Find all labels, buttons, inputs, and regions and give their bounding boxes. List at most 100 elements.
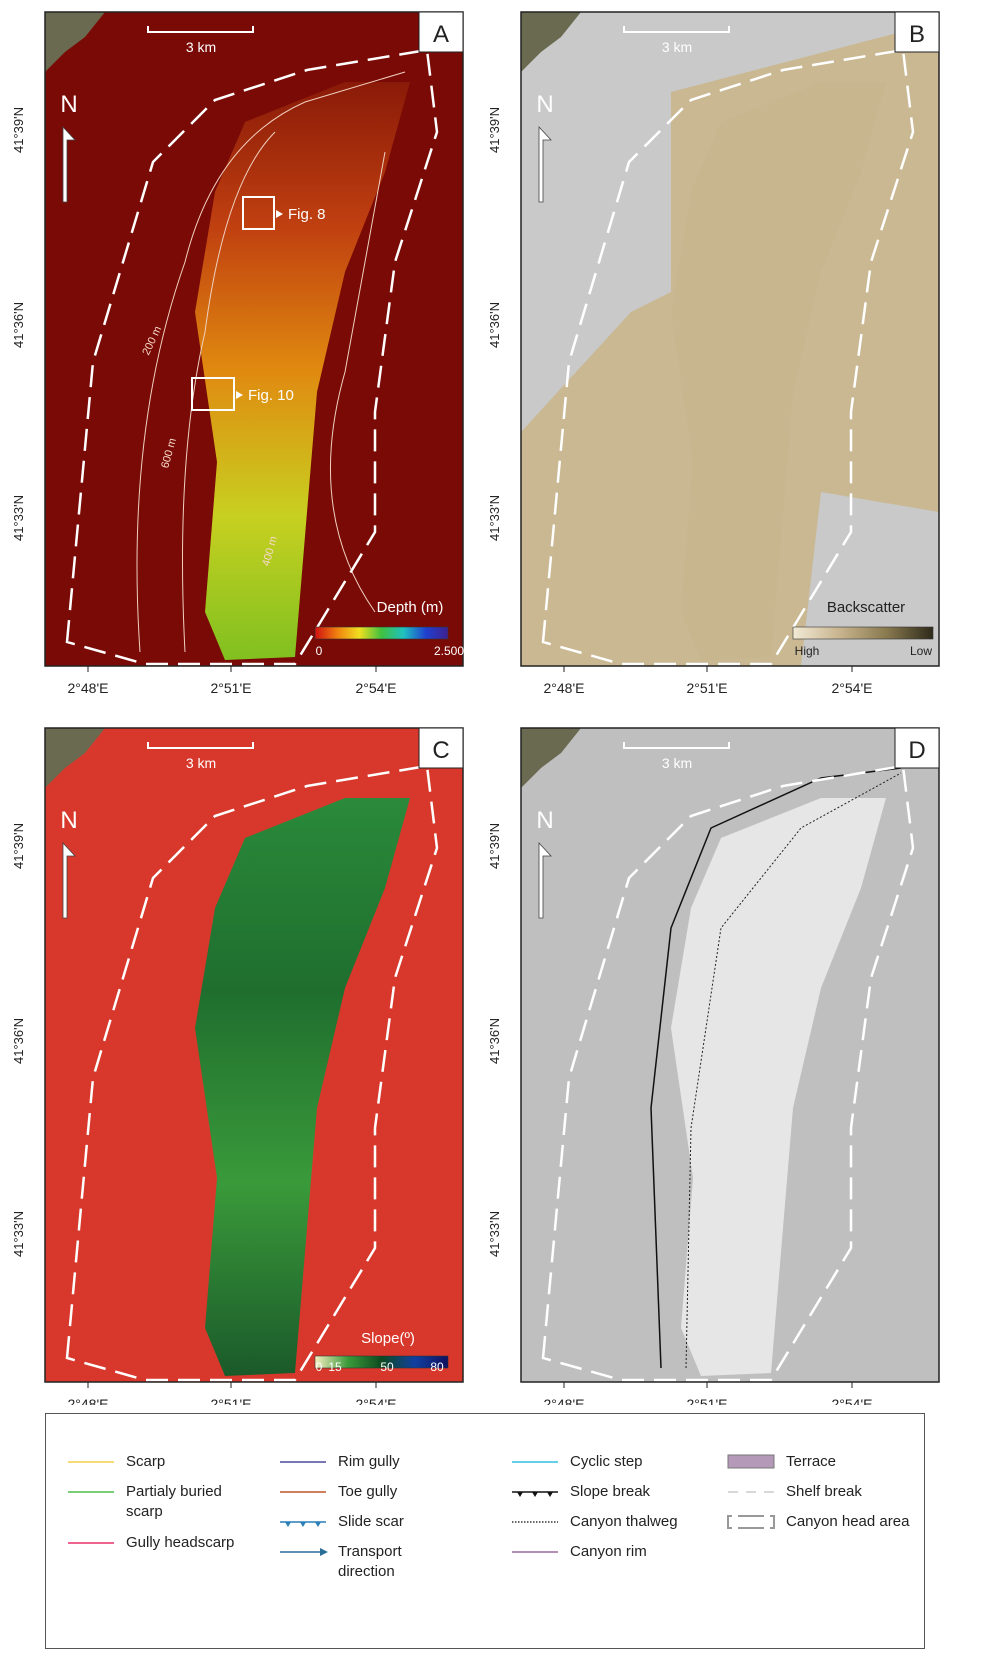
contour [136, 71, 406, 653]
scale-bar-label: 3 km [662, 755, 692, 771]
coastline [45, 728, 105, 788]
legend-symbol [512, 1551, 558, 1553]
figure-pointer [276, 210, 283, 218]
canyon [195, 82, 410, 660]
slope-break [650, 767, 902, 1369]
canyon-head-area [65, 764, 439, 1382]
legend-symbol [512, 1491, 558, 1497]
colorbar-label: 0 [316, 1360, 323, 1374]
scale-bar-label: 3 km [662, 39, 692, 55]
legend-tooth [300, 1522, 306, 1527]
longitude-label: 2°48'E [68, 680, 109, 696]
north-arrow [62, 841, 76, 919]
canyon [671, 82, 886, 660]
legend-label: Shelf break [786, 1483, 862, 1500]
figure-pointer [236, 391, 243, 399]
map-body [45, 728, 463, 1382]
legend-symbol [280, 1461, 326, 1463]
longitude-label: 2°48'E [544, 680, 585, 696]
map-panel: B 3 km N 41°39'N 41°36'N 41°33'N 2°48'E 2°51'E 2… [487, 11, 940, 696]
colorbar-label: 0 [316, 644, 323, 658]
legend-symbol [512, 1461, 558, 1463]
north-label: N [536, 91, 553, 118]
figure-box [191, 377, 235, 411]
colorbar [314, 1355, 449, 1369]
legend-symbol [280, 1548, 328, 1556]
colorbar-label: 2.500 [434, 644, 464, 658]
legend-symbol [68, 1461, 114, 1463]
panel-label: A [433, 21, 449, 48]
colorbar-title: Slope(º) [361, 1330, 415, 1347]
map-frame [44, 11, 464, 667]
legend-label: Partialy buried scarp [126, 1483, 222, 1520]
legend-label: Gully headscarp [126, 1534, 235, 1551]
legend-arrowhead [320, 1548, 328, 1556]
panel-label-box [894, 11, 940, 53]
scale-bar-label: 3 km [186, 39, 216, 55]
colorbar-title: Depth (m) [377, 599, 444, 616]
colorbar-label: Low [910, 644, 932, 658]
map-frame [520, 727, 940, 1383]
colorbar-label: 80 [430, 1360, 444, 1374]
legend-swatch [727, 1515, 775, 1529]
colorbar-title: Backscatter [827, 599, 905, 616]
scale-bar [623, 26, 730, 33]
latitude-label: 41°33'N [11, 1211, 26, 1257]
legend-symbol [727, 1515, 775, 1529]
legend-label: Slope break [570, 1483, 651, 1500]
latitude-label: 41°36'N [11, 1018, 26, 1064]
latitude-label: 41°39'N [11, 107, 26, 153]
canyon [195, 798, 410, 1376]
north-arrow [538, 125, 552, 203]
latitude-label: 41°39'N [487, 107, 502, 153]
canyon-head-area [541, 48, 915, 666]
map-panel: C 3 km N 41°39'N 41°36'N 41°33'N 2°48'E 2°51'E 2… [11, 727, 464, 1405]
north-label: N [536, 807, 553, 834]
panel-label-box [894, 727, 940, 769]
colorbar [792, 626, 934, 640]
panel-label: C [432, 737, 449, 764]
colorbar-label: High [795, 644, 820, 658]
legend-symbol [280, 1491, 326, 1493]
longitude-label: 2°48'E [544, 1396, 585, 1405]
map-body [521, 12, 939, 666]
panel-label-box [418, 727, 464, 769]
legend-label: Canyon head area [786, 1513, 910, 1530]
legend-label: Toe gully [338, 1483, 398, 1500]
scale-bar [147, 742, 254, 749]
legend-symbol [727, 1454, 775, 1469]
legend-tooth [315, 1522, 321, 1527]
colorbar-label: 15 [328, 1360, 342, 1374]
legend-tooth [517, 1492, 523, 1497]
canyon-head-area [65, 48, 439, 666]
latitude-label: 41°36'N [487, 1018, 502, 1064]
legend-label: Canyon thalweg [570, 1513, 678, 1530]
latitude-label: 41°33'N [11, 495, 26, 541]
panel-label-box [418, 11, 464, 53]
scale-bar [623, 742, 730, 749]
legend-label: Rim gully [338, 1453, 400, 1470]
legend-symbol [728, 1491, 774, 1493]
coastline [521, 728, 581, 788]
north-label: N [60, 91, 77, 118]
legend-label: Transport direction [338, 1543, 402, 1580]
longitude-label: 2°54'E [356, 1396, 397, 1405]
legend-label: Scarp [126, 1453, 166, 1470]
legend-symbol [68, 1491, 114, 1493]
longitude-label: 2°54'E [832, 1396, 873, 1405]
longitude-label: 2°54'E [832, 680, 873, 696]
north-arrow [62, 125, 76, 203]
contour [182, 131, 276, 653]
legend-symbol [280, 1521, 326, 1527]
longitude-label: 2°51'E [687, 1396, 728, 1405]
north-arrow [538, 841, 552, 919]
latitude-label: 41°33'N [487, 1211, 502, 1257]
legend-tooth [285, 1522, 291, 1527]
latitude-label: 41°39'N [487, 823, 502, 869]
map-frame [44, 727, 464, 1383]
longitude-label: 2°48'E [68, 1396, 109, 1405]
legend-label: Cyclic step [570, 1453, 643, 1470]
canyon-thalweg [685, 772, 902, 1369]
panel-label: D [908, 737, 925, 764]
